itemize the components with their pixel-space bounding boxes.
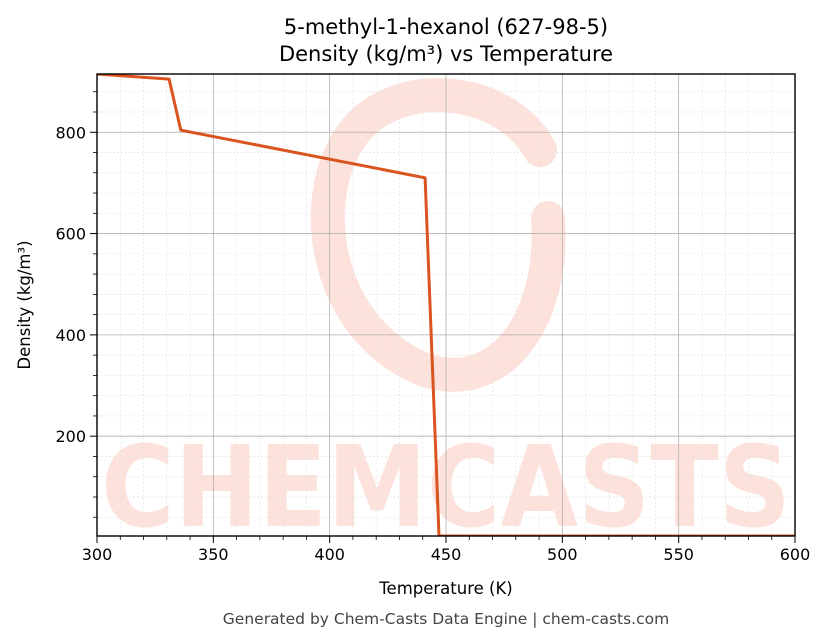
x-tick-label: 600 [780,545,811,564]
x-axis-label: Temperature (K) [378,579,512,598]
x-axis: 300 350 400 450 500 550 600 [82,536,811,564]
footer-credit: Generated by Chem-Casts Data Engine | ch… [223,610,669,628]
density-series-line [97,74,795,536]
x-tick-label: 500 [547,545,578,564]
y-tick-label: 400 [55,326,86,345]
y-axis: 200 400 600 800 [55,91,97,518]
x-tick-label: 350 [198,545,229,564]
x-tick-label: 550 [663,545,694,564]
y-tick-label: 800 [55,123,86,142]
y-axis-label: Density (kg/m³) [15,240,34,369]
series-layer [97,74,795,536]
chart-title-line1: 5-methyl-1-hexanol (627-98-5) [284,15,608,39]
x-tick-label: 300 [82,545,113,564]
chart-title-line2: Density (kg/m³) vs Temperature [279,42,613,66]
y-tick-label: 200 [55,427,86,446]
y-tick-label: 600 [55,225,86,244]
x-tick-label: 400 [314,545,345,564]
x-tick-label: 450 [431,545,462,564]
